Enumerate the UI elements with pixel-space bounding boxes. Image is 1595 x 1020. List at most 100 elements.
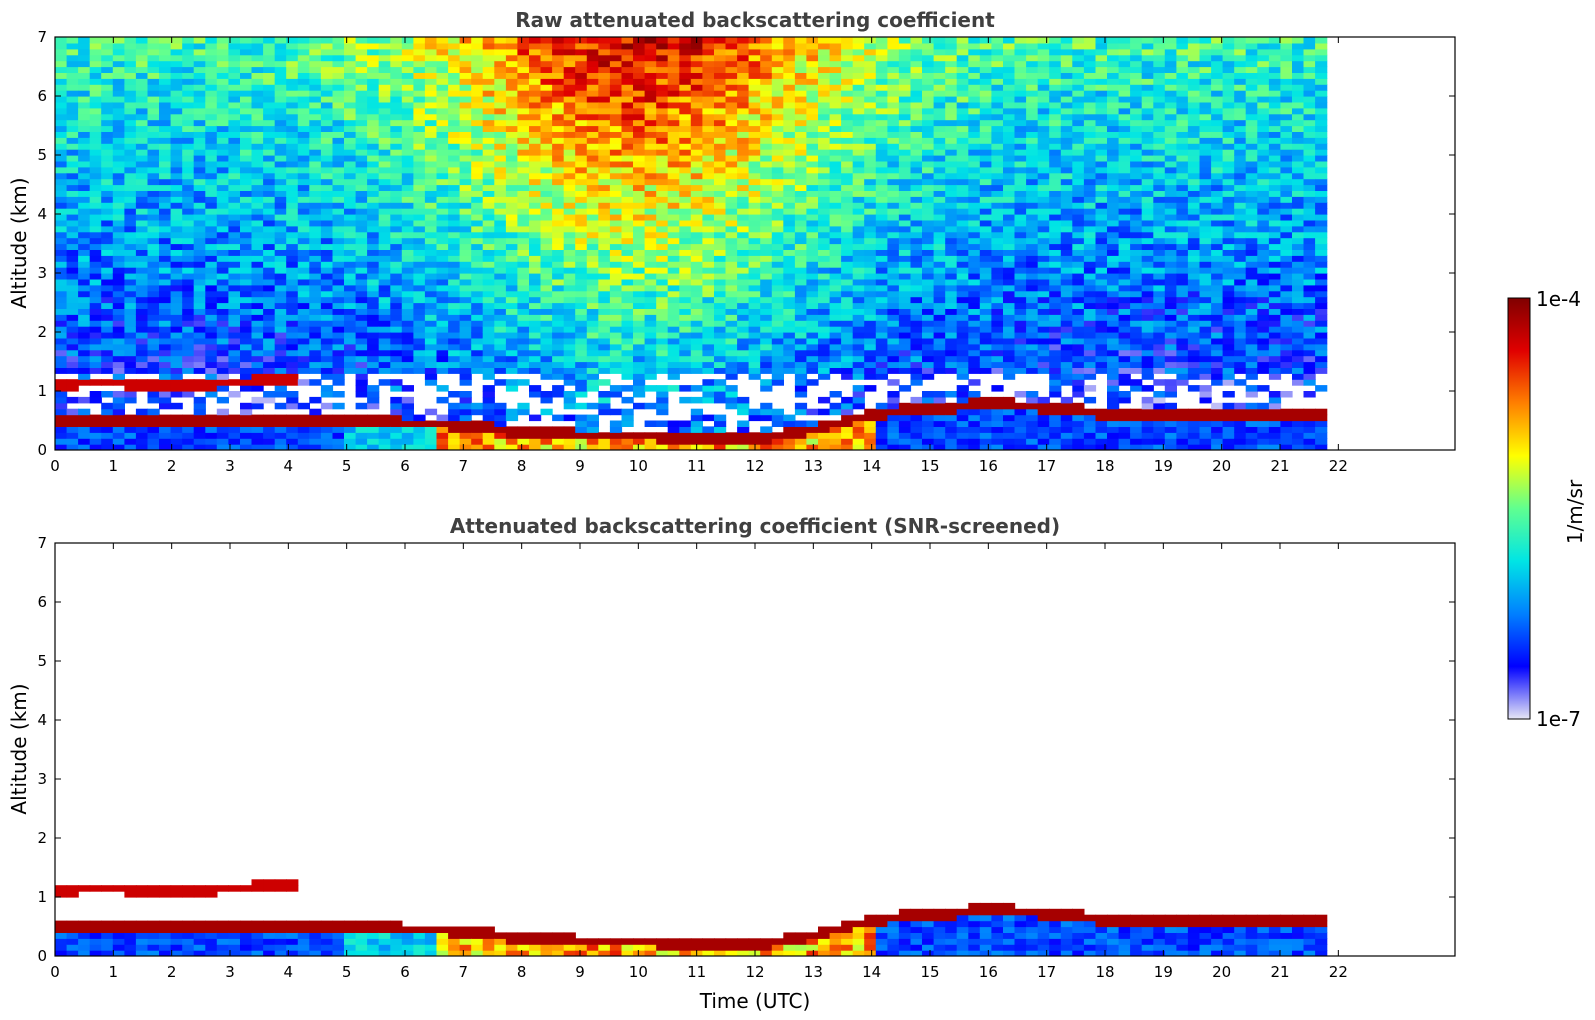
heatmap-cell [205, 243, 218, 250]
heatmap-cell [656, 184, 669, 191]
heatmap-cell [633, 296, 646, 304]
heatmap-cell [737, 426, 750, 433]
heatmap-cell [540, 37, 553, 44]
heatmap-cell [748, 66, 761, 73]
heatmap-cell [355, 261, 368, 268]
heatmap-cell [286, 349, 299, 357]
heatmap-cell [482, 278, 495, 286]
heatmap-cell [679, 172, 692, 180]
heatmap-cell [297, 131, 310, 138]
heatmap-cell [78, 137, 91, 144]
heatmap-cell [586, 385, 599, 392]
heatmap-cell [714, 208, 727, 215]
heatmap-cell [448, 314, 461, 321]
heatmap-cell [829, 219, 842, 227]
heatmap-cell [702, 202, 715, 209]
heatmap-cell [818, 326, 831, 333]
heatmap-cell [135, 42, 149, 50]
heatmap-cell [332, 143, 345, 150]
heatmap-cell [702, 320, 715, 327]
heatmap-cell [66, 249, 79, 256]
heatmap-cell [563, 214, 576, 221]
heatmap-cell [367, 231, 380, 239]
heatmap-cell [540, 273, 553, 280]
heatmap-cell [898, 72, 912, 79]
heatmap-cell [771, 290, 784, 298]
heatmap-cell [714, 326, 727, 333]
heatmap-cell [563, 273, 576, 280]
heatmap-cell [274, 225, 287, 233]
heatmap-cell [147, 379, 160, 386]
heatmap-cell [240, 261, 253, 268]
heatmap-cell [841, 208, 854, 215]
heatmap-cell [147, 178, 160, 186]
heatmap-cell [644, 231, 657, 239]
heatmap-cell [609, 101, 623, 109]
heatmap-cell [875, 361, 888, 368]
heatmap-cell [309, 190, 322, 197]
heatmap-cell [910, 361, 923, 368]
heatmap-cell [471, 255, 484, 262]
heatmap-cell [494, 48, 507, 56]
heatmap-cell [505, 261, 519, 268]
heatmap-cell [216, 155, 229, 162]
heatmap-cell [66, 219, 79, 227]
heatmap-cell [459, 37, 472, 44]
heatmap-cell [112, 343, 125, 351]
heatmap-cell [829, 149, 842, 156]
heatmap-cell [78, 219, 91, 227]
heatmap-cell [344, 296, 357, 304]
heatmap-cell [575, 66, 588, 73]
heatmap-cell [309, 37, 322, 44]
heatmap-cell [309, 320, 322, 327]
heatmap-cell [413, 284, 426, 292]
heatmap-cell [355, 267, 368, 274]
heatmap-cell [529, 214, 542, 221]
heatmap-cell [89, 278, 102, 286]
heatmap-cell [505, 84, 519, 91]
heatmap-cell [598, 202, 611, 209]
heatmap-cell [401, 48, 414, 56]
heatmap-cell [89, 72, 102, 79]
heatmap-cell [852, 320, 865, 327]
heatmap-cell [563, 208, 576, 215]
heatmap-cell [702, 113, 715, 121]
heatmap-cell [135, 296, 149, 304]
heatmap-cell [725, 107, 738, 115]
heatmap-cell [563, 172, 576, 180]
heatmap-cell [586, 84, 599, 91]
heatmap-cell [783, 37, 796, 44]
heatmap-cell [159, 66, 172, 73]
heatmap-cell [159, 337, 172, 345]
heatmap-cell [112, 37, 125, 44]
heatmap-cell [459, 373, 472, 380]
heatmap-cell [667, 320, 680, 327]
heatmap-cell [864, 137, 877, 144]
heatmap-cell [286, 96, 299, 103]
heatmap-cell [494, 361, 507, 368]
heatmap-cell [193, 54, 206, 62]
heatmap-cell [679, 137, 692, 144]
heatmap-cell [263, 96, 276, 103]
heatmap-cell [436, 396, 449, 404]
heatmap-cell [667, 284, 680, 292]
heatmap-cell [482, 66, 495, 73]
heatmap-cell [78, 143, 91, 150]
heatmap-cell [898, 343, 912, 351]
heatmap-cell [459, 267, 472, 274]
heatmap-cell [644, 308, 657, 315]
heatmap-cell [598, 255, 611, 262]
heatmap-cell [448, 155, 461, 162]
heatmap-cell [309, 66, 322, 73]
heatmap-cell [898, 426, 912, 433]
heatmap-cell [621, 414, 634, 422]
heatmap-cell [424, 78, 438, 85]
heatmap-cell [286, 219, 299, 227]
heatmap-cell [448, 113, 461, 121]
heatmap-cell [124, 255, 137, 262]
heatmap-cell [760, 107, 773, 115]
heatmap-cell [101, 349, 114, 357]
heatmap-cell [459, 414, 472, 422]
heatmap-cell [621, 278, 634, 286]
heatmap-cell [841, 284, 854, 292]
